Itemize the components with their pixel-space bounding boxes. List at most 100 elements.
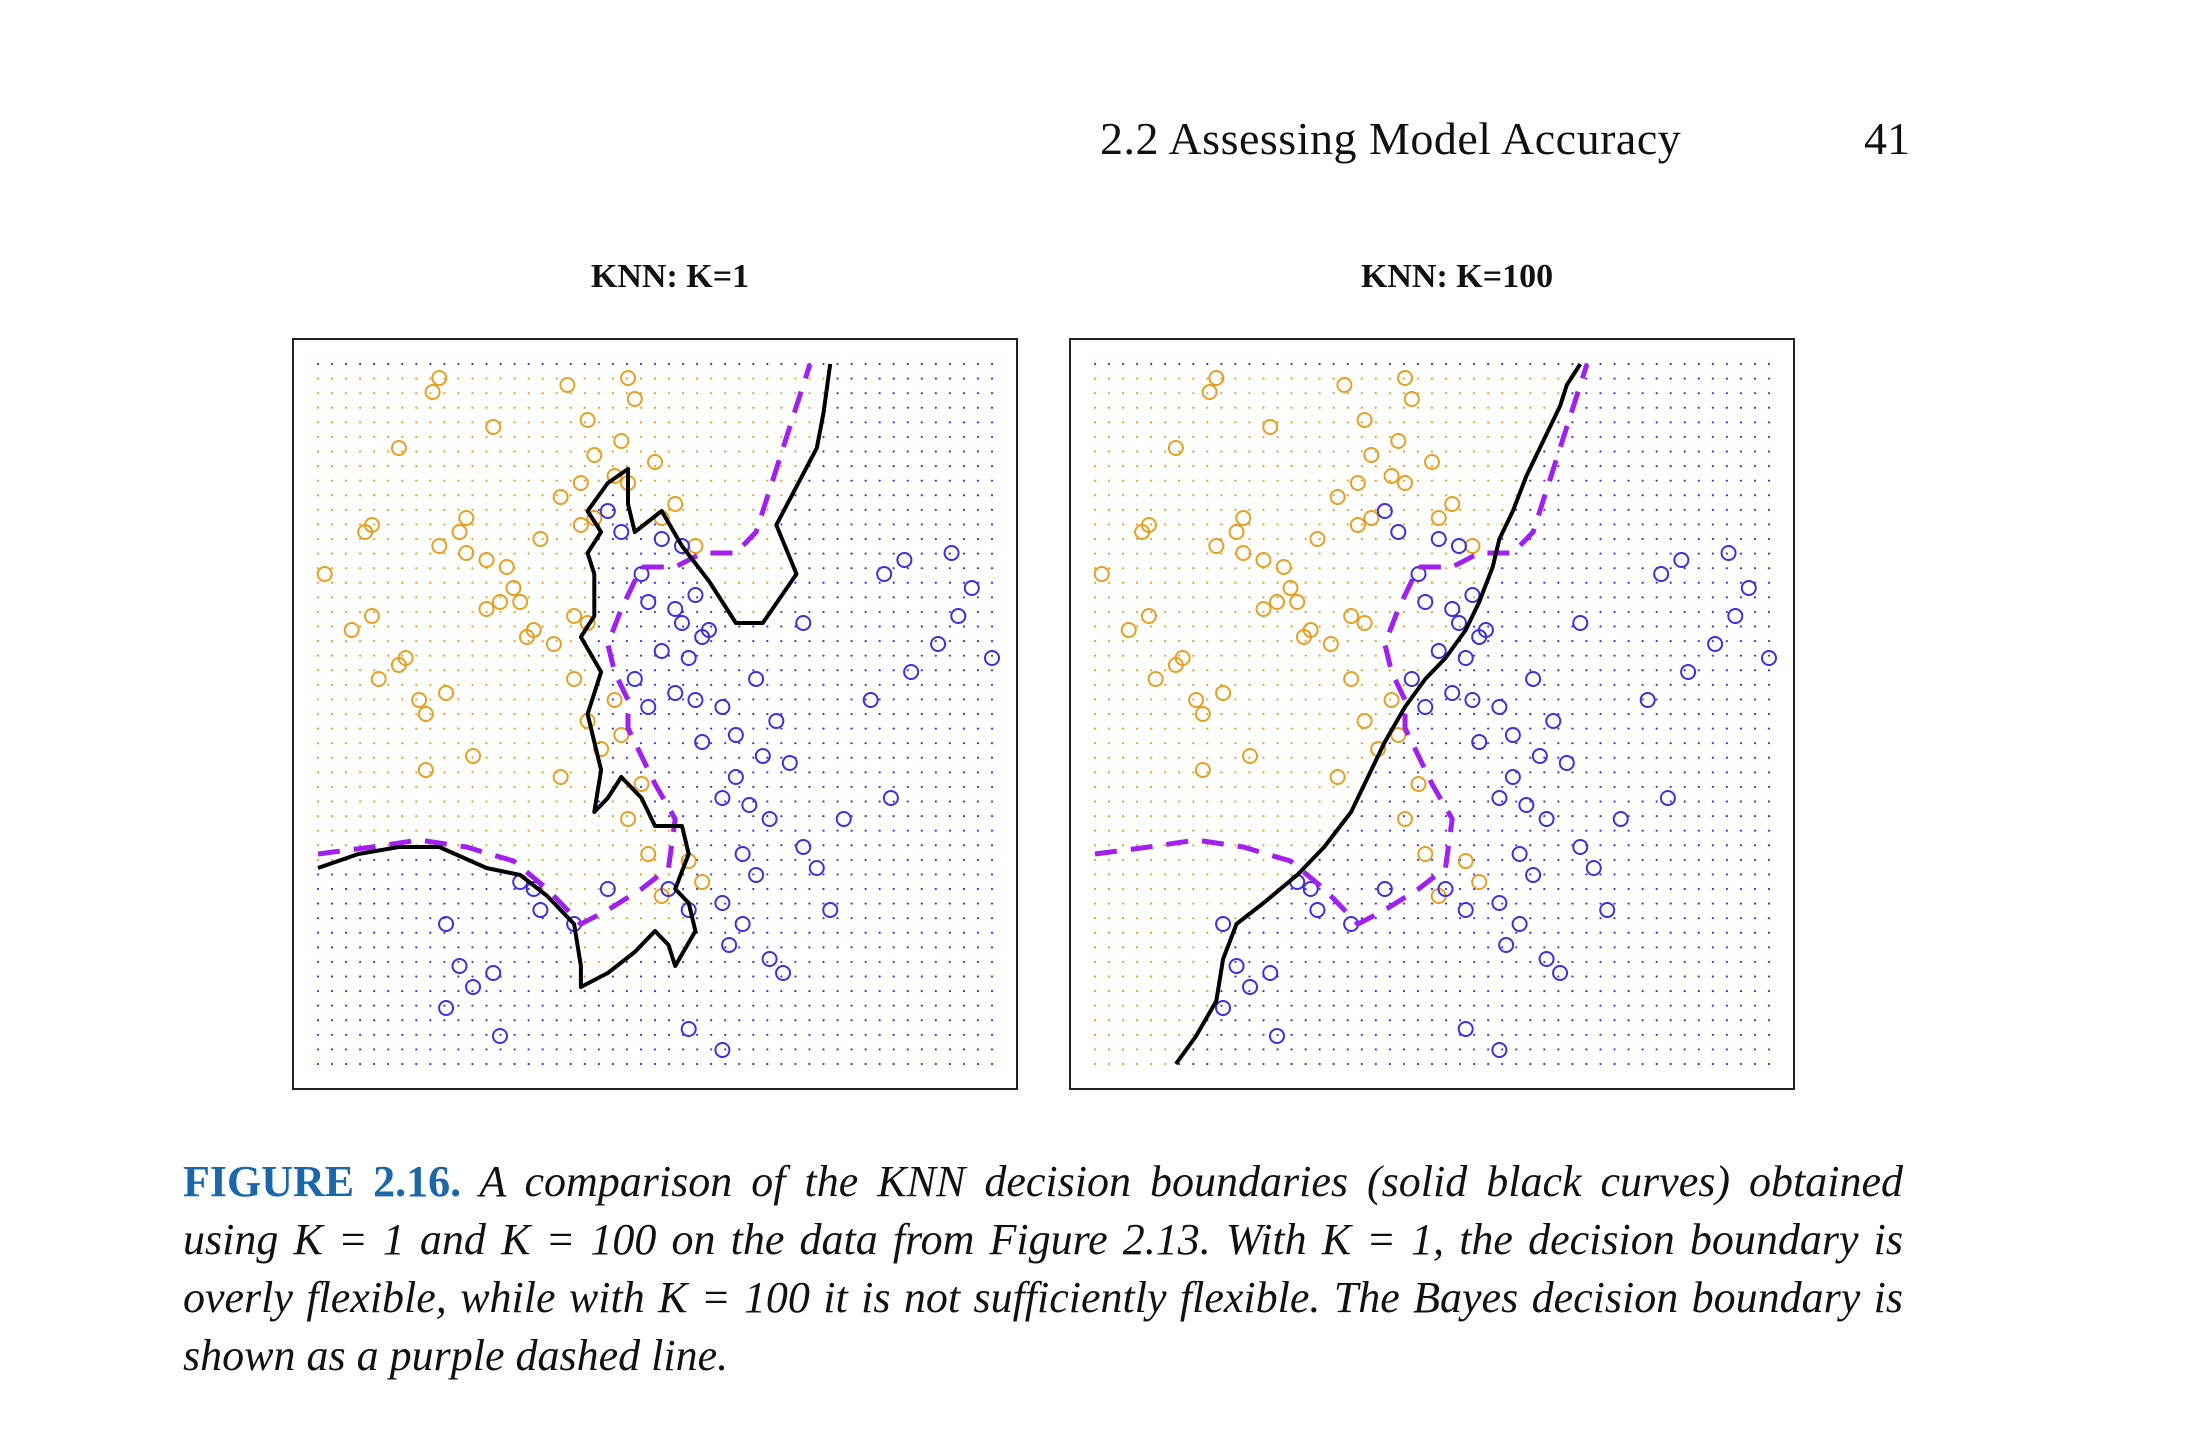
orange-point bbox=[579, 412, 596, 428]
grid-dot bbox=[920, 567, 923, 570]
grid-dot bbox=[1402, 844, 1406, 847]
grid-dot bbox=[1739, 537, 1743, 541]
grid-dot bbox=[794, 596, 797, 599]
grid-dot bbox=[1487, 435, 1490, 439]
grid-dot bbox=[1543, 727, 1546, 730]
grid-dot bbox=[1683, 683, 1686, 686]
grid-dot bbox=[906, 800, 909, 803]
grid-dot bbox=[415, 435, 418, 439]
grid-dot bbox=[1346, 844, 1349, 847]
grid-dot bbox=[836, 683, 839, 686]
grid-dot bbox=[1444, 552, 1448, 555]
grid-dot bbox=[1107, 931, 1111, 934]
grid-dot bbox=[808, 829, 811, 832]
grid-dot bbox=[1318, 464, 1321, 468]
grid-dot bbox=[415, 377, 418, 380]
grid-dot bbox=[443, 1062, 446, 1066]
grid-dot bbox=[1374, 669, 1377, 672]
grid-dot bbox=[934, 960, 937, 964]
orange-point bbox=[559, 377, 576, 393]
grid-dot bbox=[1683, 406, 1686, 409]
grid-dot bbox=[710, 975, 713, 978]
grid-dot bbox=[1641, 654, 1644, 657]
grid-dot bbox=[766, 377, 769, 380]
grid-dot bbox=[1444, 406, 1448, 409]
grid-dot bbox=[976, 552, 980, 555]
grid-dot bbox=[1206, 654, 1209, 657]
grid-dot bbox=[1164, 887, 1167, 891]
grid-dot bbox=[906, 508, 909, 511]
grid-dot bbox=[766, 887, 769, 891]
grid-dot bbox=[1543, 989, 1546, 993]
grid-dot bbox=[330, 479, 334, 482]
grid-dot bbox=[1107, 1048, 1111, 1051]
grid-dot bbox=[1557, 596, 1560, 599]
grid-dot bbox=[1725, 1048, 1728, 1051]
grid-dot bbox=[1290, 873, 1293, 876]
grid-dot bbox=[541, 873, 544, 876]
grid-dot bbox=[794, 960, 797, 964]
grid-dot bbox=[1627, 362, 1630, 366]
grid-dot bbox=[359, 742, 362, 745]
orange-point bbox=[545, 636, 562, 652]
grid-dot bbox=[1711, 1019, 1714, 1022]
grid-dot bbox=[1655, 887, 1658, 891]
orange-point bbox=[1390, 727, 1407, 743]
grid-dot bbox=[1388, 596, 1391, 599]
grid-dot bbox=[1458, 1019, 1462, 1022]
grid-dot bbox=[1543, 814, 1546, 818]
grid-dot bbox=[611, 873, 614, 876]
grid-dot bbox=[499, 392, 502, 395]
grid-dot bbox=[1543, 887, 1546, 891]
grid-dot bbox=[1107, 887, 1111, 891]
grid-dot bbox=[1206, 829, 1209, 832]
grid-dot bbox=[359, 1033, 362, 1036]
grid-dot bbox=[499, 727, 502, 730]
grid-dot bbox=[541, 450, 544, 453]
grid-dot bbox=[1430, 771, 1434, 774]
grid-dot bbox=[1487, 406, 1490, 409]
grid-dot bbox=[625, 902, 629, 905]
grid-dot bbox=[1683, 785, 1686, 789]
grid-dot bbox=[878, 1062, 881, 1066]
grid-dot bbox=[681, 683, 685, 686]
grid-dot bbox=[1360, 406, 1363, 409]
grid-dot bbox=[738, 639, 741, 643]
blue-point bbox=[714, 699, 731, 715]
grid-dot bbox=[415, 479, 418, 482]
grid-dot bbox=[1206, 858, 1209, 861]
grid-dot bbox=[639, 421, 643, 424]
grid-dot bbox=[934, 917, 937, 920]
grid-dot bbox=[1220, 829, 1223, 832]
grid-dot bbox=[1416, 421, 1420, 424]
grid-dot bbox=[457, 946, 460, 949]
grid-dot bbox=[639, 931, 643, 934]
grid-dot bbox=[1402, 756, 1406, 759]
grid-dot bbox=[724, 392, 727, 395]
grid-dot bbox=[1501, 406, 1504, 409]
grid-dot bbox=[1276, 552, 1279, 555]
orange-point bbox=[1194, 706, 1211, 722]
grid-dot bbox=[1641, 581, 1644, 584]
grid-dot bbox=[1248, 596, 1251, 599]
grid-dot bbox=[1150, 756, 1153, 759]
grid-dot bbox=[583, 742, 586, 745]
grid-dot bbox=[1571, 1019, 1574, 1022]
grid-dot bbox=[864, 829, 867, 832]
grid-dot bbox=[387, 654, 390, 657]
grid-dot bbox=[387, 669, 390, 672]
grid-dot bbox=[1346, 537, 1349, 541]
grid-dot bbox=[892, 596, 895, 599]
grid-dot bbox=[1248, 858, 1251, 861]
grid-dot bbox=[1753, 960, 1757, 964]
grid-dot bbox=[330, 771, 334, 774]
grid-dot bbox=[1402, 552, 1406, 555]
grid-dot bbox=[429, 814, 432, 818]
grid-dot bbox=[1093, 771, 1097, 774]
grid-dot bbox=[1473, 567, 1476, 570]
grid-dot bbox=[1416, 727, 1420, 730]
grid-dot bbox=[555, 917, 558, 920]
grid-dot bbox=[499, 610, 502, 614]
grid-dot bbox=[1669, 902, 1672, 905]
grid-dot bbox=[752, 1019, 755, 1022]
